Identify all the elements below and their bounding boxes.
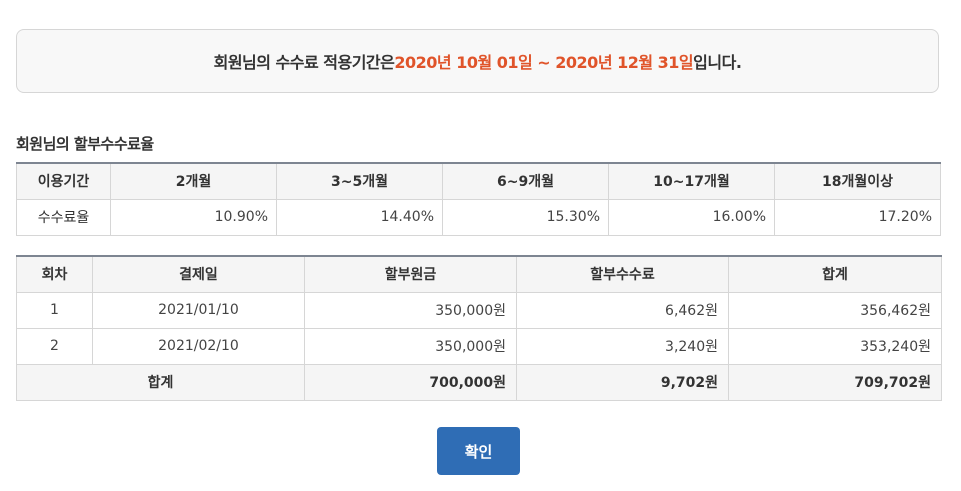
rate-3-5m: 14.40% xyxy=(276,198,443,236)
row-principal: 350,000원 xyxy=(304,291,517,329)
row-fee: 3,240원 xyxy=(516,327,729,365)
row-round: 1 xyxy=(16,291,93,329)
notice-suffix: 입니다. xyxy=(693,53,742,72)
rate-10-17m: 16.00% xyxy=(608,198,775,236)
rate-18m-plus: 17.20% xyxy=(774,198,941,236)
row-round: 2 xyxy=(16,327,93,365)
period-header-label: 이용기간 xyxy=(16,162,111,200)
total-row: 합계 700,000원 9,702원 709,702원 xyxy=(16,363,942,401)
row-date: 2021/01/10 xyxy=(92,291,305,329)
period-3-5m: 3~5개월 xyxy=(276,162,443,200)
row-principal: 350,000원 xyxy=(304,327,517,365)
row-total: 353,240원 xyxy=(728,327,942,365)
period-2m: 2개월 xyxy=(110,162,277,200)
rate-6-9m: 15.30% xyxy=(442,198,609,236)
fee-rate-table: 이용기간 2개월 3~5개월 6~9개월 10~17개월 18개월이상 수수료율… xyxy=(16,162,941,236)
row-date: 2021/02/10 xyxy=(92,327,305,365)
table-row: 1 2021/01/10 350,000원 6,462원 356,462원 xyxy=(16,291,942,329)
notice-period: 2020년 10월 01일 ~ 2020년 12월 31일 xyxy=(394,53,694,72)
notice-prefix: 회원님의 수수료 적용기간은 xyxy=(213,53,395,72)
rate-value-row: 수수료율 10.90% 14.40% 15.30% 16.00% 17.20% xyxy=(16,198,941,236)
row-total: 356,462원 xyxy=(728,291,942,329)
confirm-button[interactable]: 확인 xyxy=(437,427,520,475)
header-total: 합계 xyxy=(728,255,942,293)
total-sum: 709,702원 xyxy=(728,363,942,401)
total-principal: 700,000원 xyxy=(304,363,517,401)
header-payment-date: 결제일 xyxy=(92,255,305,293)
rate-2m: 10.90% xyxy=(110,198,277,236)
installment-schedule-table: 회차 결제일 할부원금 할부수수료 합계 1 2021/01/10 350,00… xyxy=(16,255,942,401)
header-principal: 할부원금 xyxy=(304,255,517,293)
schedule-header-row: 회차 결제일 할부원금 할부수수료 합계 xyxy=(16,255,942,293)
fee-period-notice: 회원님의 수수료 적용기간은 2020년 10월 01일 ~ 2020년 12월… xyxy=(16,29,939,93)
header-fee: 할부수수료 xyxy=(516,255,729,293)
header-round: 회차 xyxy=(16,255,93,293)
table-row: 2 2021/02/10 350,000원 3,240원 353,240원 xyxy=(16,327,942,365)
rate-row-label: 수수료율 xyxy=(16,198,111,236)
rate-header-row: 이용기간 2개월 3~5개월 6~9개월 10~17개월 18개월이상 xyxy=(16,162,941,200)
row-fee: 6,462원 xyxy=(516,291,729,329)
period-10-17m: 10~17개월 xyxy=(608,162,775,200)
rate-section-title: 회원님의 할부수수료율 xyxy=(16,135,154,153)
total-fee: 9,702원 xyxy=(516,363,729,401)
period-6-9m: 6~9개월 xyxy=(442,162,609,200)
total-label: 합계 xyxy=(16,363,305,401)
period-18m-plus: 18개월이상 xyxy=(774,162,941,200)
